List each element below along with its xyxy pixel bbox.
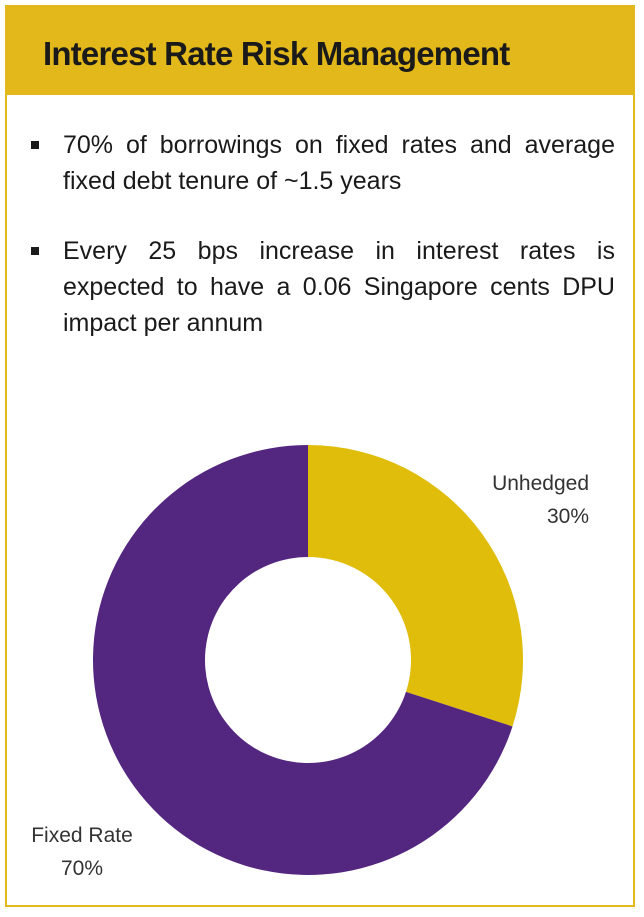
slice-label-fixed-rate-value: 70% xyxy=(61,857,103,880)
bullet-text: 70% of borrowings on fixed rates and ave… xyxy=(63,131,615,195)
donut-slices xyxy=(93,445,523,875)
square-bullet-icon xyxy=(31,141,39,149)
bullet-item-fixed-rates: 70% of borrowings on fixed rates and ave… xyxy=(25,127,615,199)
slice-label-unhedged-value: 30% xyxy=(547,505,589,528)
bullet-text: Every 25 bps increase in interest rates … xyxy=(63,237,615,337)
slice-label-fixed-rate-name: Fixed Rate xyxy=(31,824,133,847)
square-bullet-icon xyxy=(31,247,39,255)
donut-slice-fixed-rate xyxy=(93,445,513,875)
bullet-item-rate-sensitivity: Every 25 bps increase in interest rates … xyxy=(25,233,615,341)
bullet-list: 70% of borrowings on fixed rates and ave… xyxy=(25,127,615,375)
donut-slice-unhedged xyxy=(308,445,523,727)
interest-rate-panel: Interest Rate Risk Management 70% of bor… xyxy=(5,5,635,907)
panel-header: Interest Rate Risk Management xyxy=(7,7,633,95)
donut-chart: Unhedged 30% Fixed Rate 70% xyxy=(31,445,589,880)
page-title: Interest Rate Risk Management xyxy=(43,35,510,72)
slice-label-unhedged-name: Unhedged xyxy=(492,472,589,495)
